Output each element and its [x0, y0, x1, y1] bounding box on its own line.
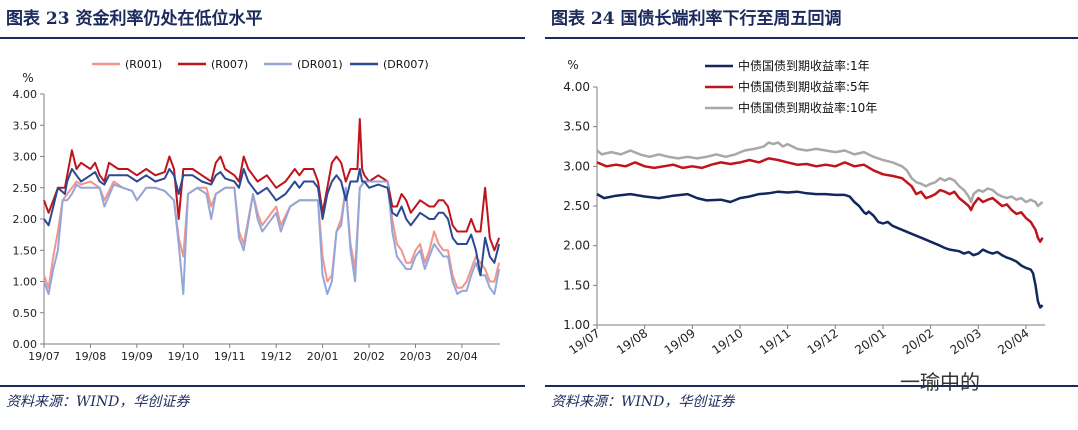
legend-label: (DR007) [383, 58, 429, 71]
x-tick-label: 20/02 [353, 350, 385, 363]
legend-label: 中债国债到期收益率:5年 [738, 79, 870, 94]
y-tick-label: 2.00 [13, 213, 38, 226]
y-tick-label: 1.00 [563, 318, 590, 332]
y-tick-label: 3.50 [563, 120, 590, 134]
y-tick-label: 1.00 [13, 276, 38, 289]
source-note: 资料来源：WIND，华创证券 [6, 394, 190, 410]
x-tick-label: 20/04 [446, 350, 478, 363]
y-tick-label: 0.50 [13, 307, 38, 320]
y-tick-label: 2.00 [563, 239, 590, 253]
legend-label: 中债国债到期收益率:1年 [738, 58, 870, 73]
x-tick-label: 20/02 [900, 326, 936, 357]
x-tick-label: 20/01 [852, 326, 888, 357]
title-divider [545, 37, 1078, 39]
legend-label: (R001) [125, 58, 162, 71]
y-tick-label: 3.00 [13, 151, 38, 164]
x-tick-label: 19/09 [121, 350, 153, 363]
footer-divider [545, 385, 1078, 387]
y-tick-label: 4.00 [563, 80, 590, 94]
y-tick-label: 3.00 [563, 159, 590, 173]
x-tick-label: 20/01 [307, 350, 339, 363]
panel-left: 图表 23 资金利率仍处在低位水平 % 0.00 0.50 1.00 1.50 2.00 2… [0, 0, 525, 430]
series-line-1 [596, 190, 1044, 309]
y-axis-unit: % [567, 58, 578, 72]
figure-title: 图表 24 国债长端利率下行至周五回调 [551, 9, 842, 29]
x-tick-label: 20/03 [400, 350, 432, 363]
y-axis-unit: % [22, 71, 33, 85]
y-tick-label: 2.50 [13, 182, 38, 195]
x-tick-label: 19/11 [757, 326, 793, 357]
chart-left: % 0.00 0.50 1.00 1.50 2.00 2.50 3.00 3.50 4.00 19/… [13, 58, 501, 363]
y-tick-label: 0.00 [13, 338, 38, 351]
x-tick-label: 19/08 [614, 326, 650, 357]
legend-label: (R007) [211, 58, 248, 71]
x-tick-label: 19/07 [28, 350, 60, 363]
y-tick-label: 2.50 [563, 199, 590, 213]
y-tick-label: 3.50 [13, 119, 38, 132]
legend-label: 中债国债到期收益率:10年 [738, 100, 877, 115]
source-note: 资料来源：WIND，华创证券 [551, 394, 735, 410]
x-tick-label: 20/04 [995, 326, 1031, 357]
panel-right: 图表 24 国债长端利率下行至周五回调 % 1.00 1.50 2.00 2.50 3.0… [545, 0, 1078, 430]
x-tick-label: 19/12 [260, 350, 292, 363]
title-divider [0, 37, 525, 39]
x-tick-label: 19/10 [709, 326, 745, 357]
figure-title: 图表 23 资金利率仍处在低位水平 [6, 9, 263, 29]
x-tick-label: 19/11 [214, 350, 246, 363]
legend-label: (DR001) [297, 58, 343, 71]
series-line-1 [43, 180, 501, 289]
series-line-2 [43, 118, 501, 252]
series-line-3 [596, 141, 1044, 208]
x-tick-label: 19/08 [75, 350, 107, 363]
y-tick-label: 4.00 [13, 88, 38, 101]
series-line-4 [43, 168, 501, 277]
x-tick-label: 19/12 [805, 326, 841, 357]
x-tick-label: 19/09 [662, 326, 698, 357]
series-line-2 [596, 157, 1044, 243]
x-tick-label: 20/03 [948, 326, 984, 357]
y-tick-label: 1.50 [13, 244, 38, 257]
watermark-text: 一瑜中的 [900, 370, 980, 394]
y-tick-label: 1.50 [563, 278, 590, 292]
series-line-3 [43, 180, 501, 295]
footer-divider [0, 385, 525, 387]
x-tick-label: 19/10 [167, 350, 199, 363]
